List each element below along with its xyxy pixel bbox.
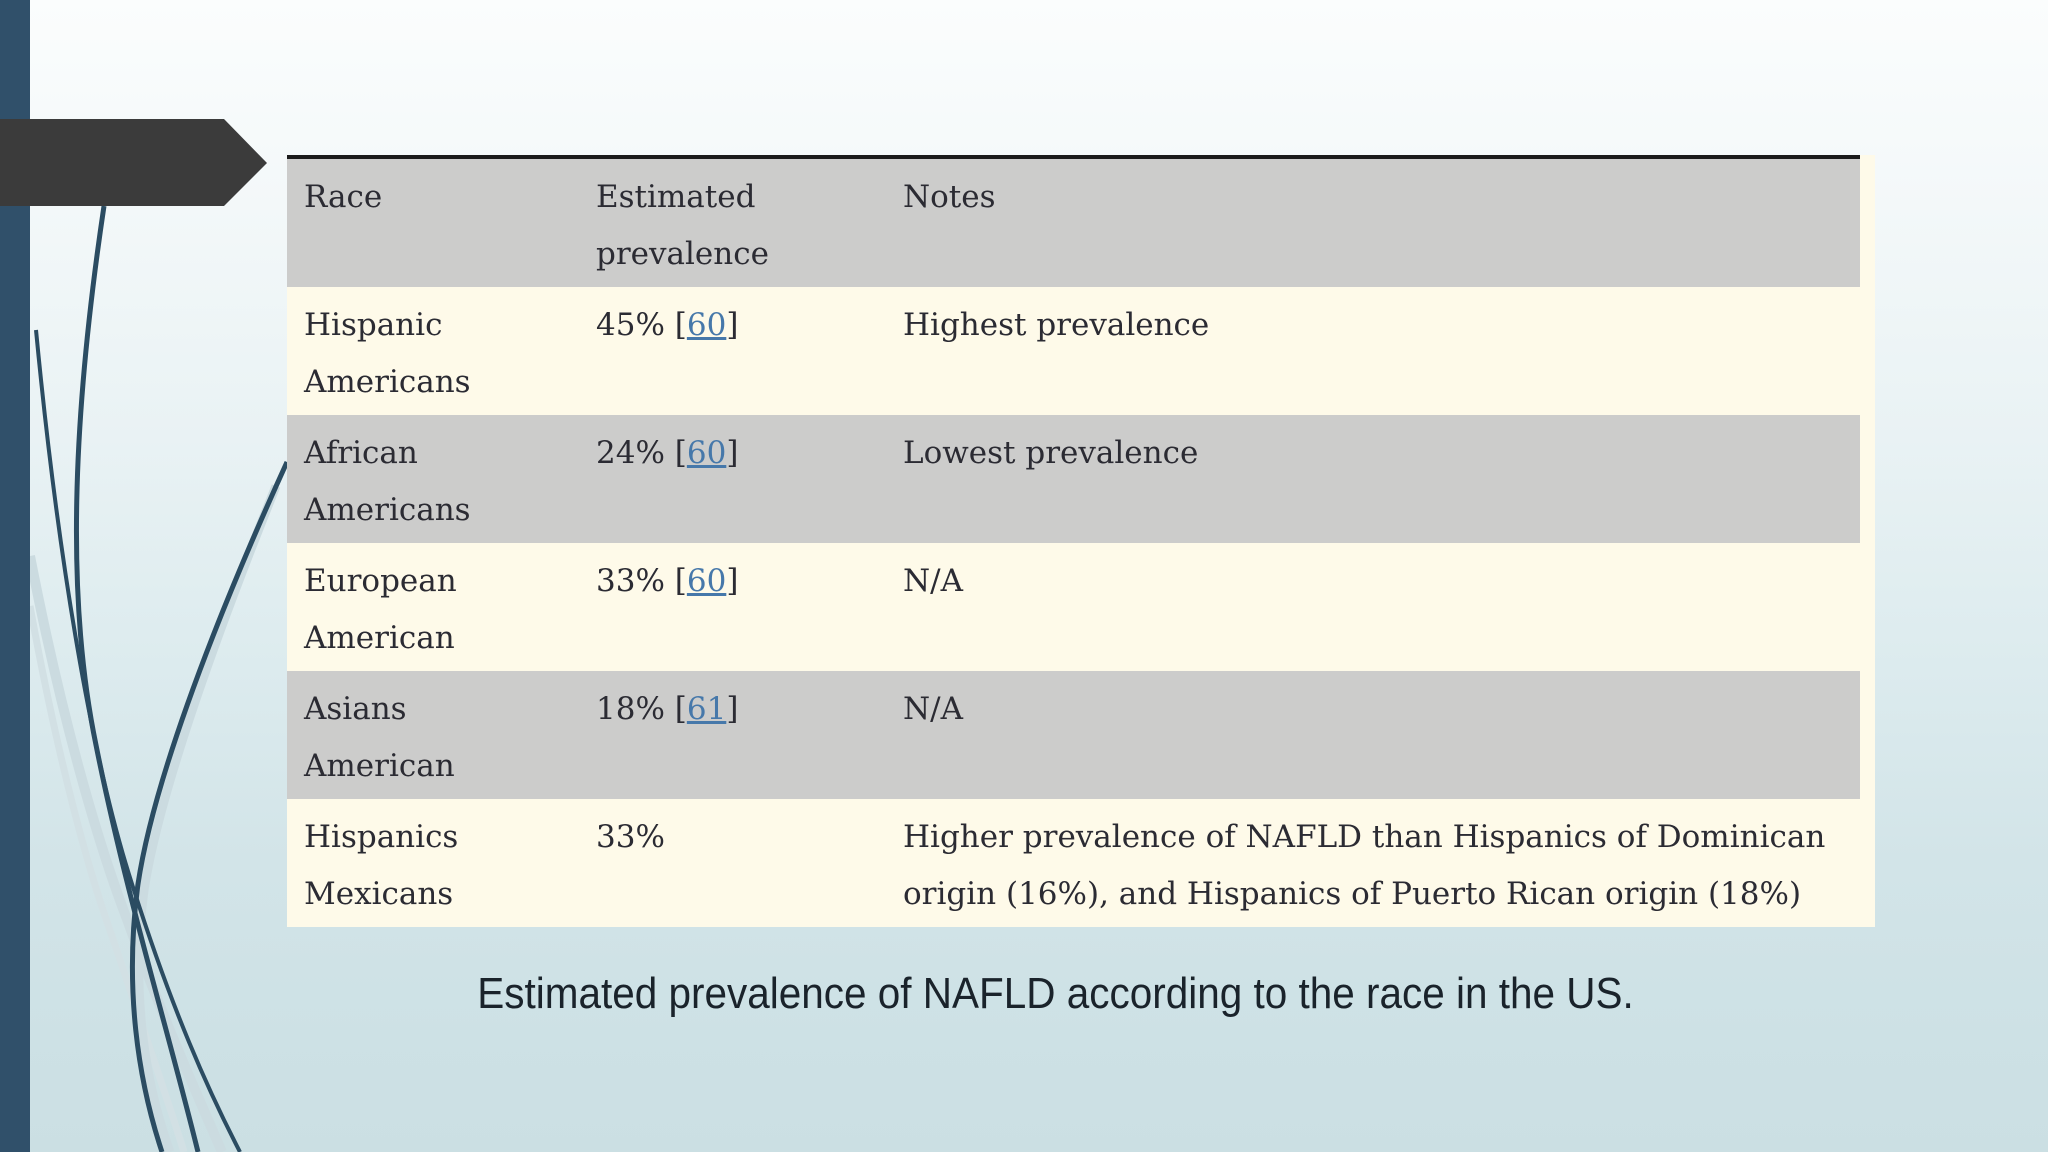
notes-cell: Highest prevalence (903, 307, 1210, 343)
table-row: European American 33% [60] N/A (287, 543, 1860, 671)
decorative-curve-light (25, 555, 227, 1152)
reference-link[interactable]: 60 (686, 435, 727, 471)
race-cell: Hispanic Americans (304, 307, 471, 400)
decorative-curve-light (26, 605, 188, 1152)
race-cell: Asians American (304, 691, 455, 784)
arrow-pointer-shape (0, 119, 267, 206)
decorative-curve-dark (129, 460, 290, 1152)
prevalence-cell: 45% [60] (596, 307, 739, 343)
wisp-curves-decoration (25, 205, 290, 1152)
table-caption: Estimated prevalence of NAFLD according … (64, 968, 2048, 1020)
decorative-curve-light (134, 484, 281, 1152)
race-header-cell: Race (304, 179, 383, 215)
decorative-curve-dark (34, 329, 242, 1152)
prevalence-header-cell: Estimated prevalence (596, 179, 769, 272)
reference-link[interactable]: 61 (686, 691, 727, 727)
prevalence-table: Race Estimated prevalence Notes Hispanic Amer… (287, 155, 1875, 927)
prevalence-cell: 18% [61] (596, 691, 739, 727)
notes-cell: N/A (903, 563, 963, 599)
notes-header-cell: Notes (903, 179, 996, 215)
table-caption-text: Estimated prevalence of NAFLD according … (477, 969, 1635, 1018)
notes-cell: Lowest prevalence (903, 435, 1199, 471)
table-row: African Americans 24% [60] Lowest prevalenc… (287, 415, 1860, 543)
reference-link[interactable]: 60 (686, 563, 727, 599)
race-cell: African Americans (304, 435, 471, 528)
table-body: Race Estimated prevalence Notes Hispanic Amer… (287, 155, 1860, 927)
table-row: Hispanic Americans 45% [60] Highest prevale… (287, 287, 1860, 415)
race-cell: Hispanics Mexicans (304, 819, 459, 912)
race-cell: European American (304, 563, 457, 656)
table-row: Asians American 18% [61] N/A (287, 671, 1860, 799)
prevalence-cell: 33% (596, 819, 665, 855)
table-row: Hispanics Mexicans 33% Higher prevalence of… (287, 799, 1860, 927)
reference-link[interactable]: 60 (686, 307, 727, 343)
notes-cell: Higher prevalence of NAFLD than Hispanic… (903, 819, 1826, 912)
prevalence-cell: 24% [60] (596, 435, 739, 471)
notes-cell: N/A (903, 691, 963, 727)
prevalence-cell: 33% [60] (596, 563, 739, 599)
table-header-row: Race Estimated prevalence Notes (287, 159, 1860, 287)
